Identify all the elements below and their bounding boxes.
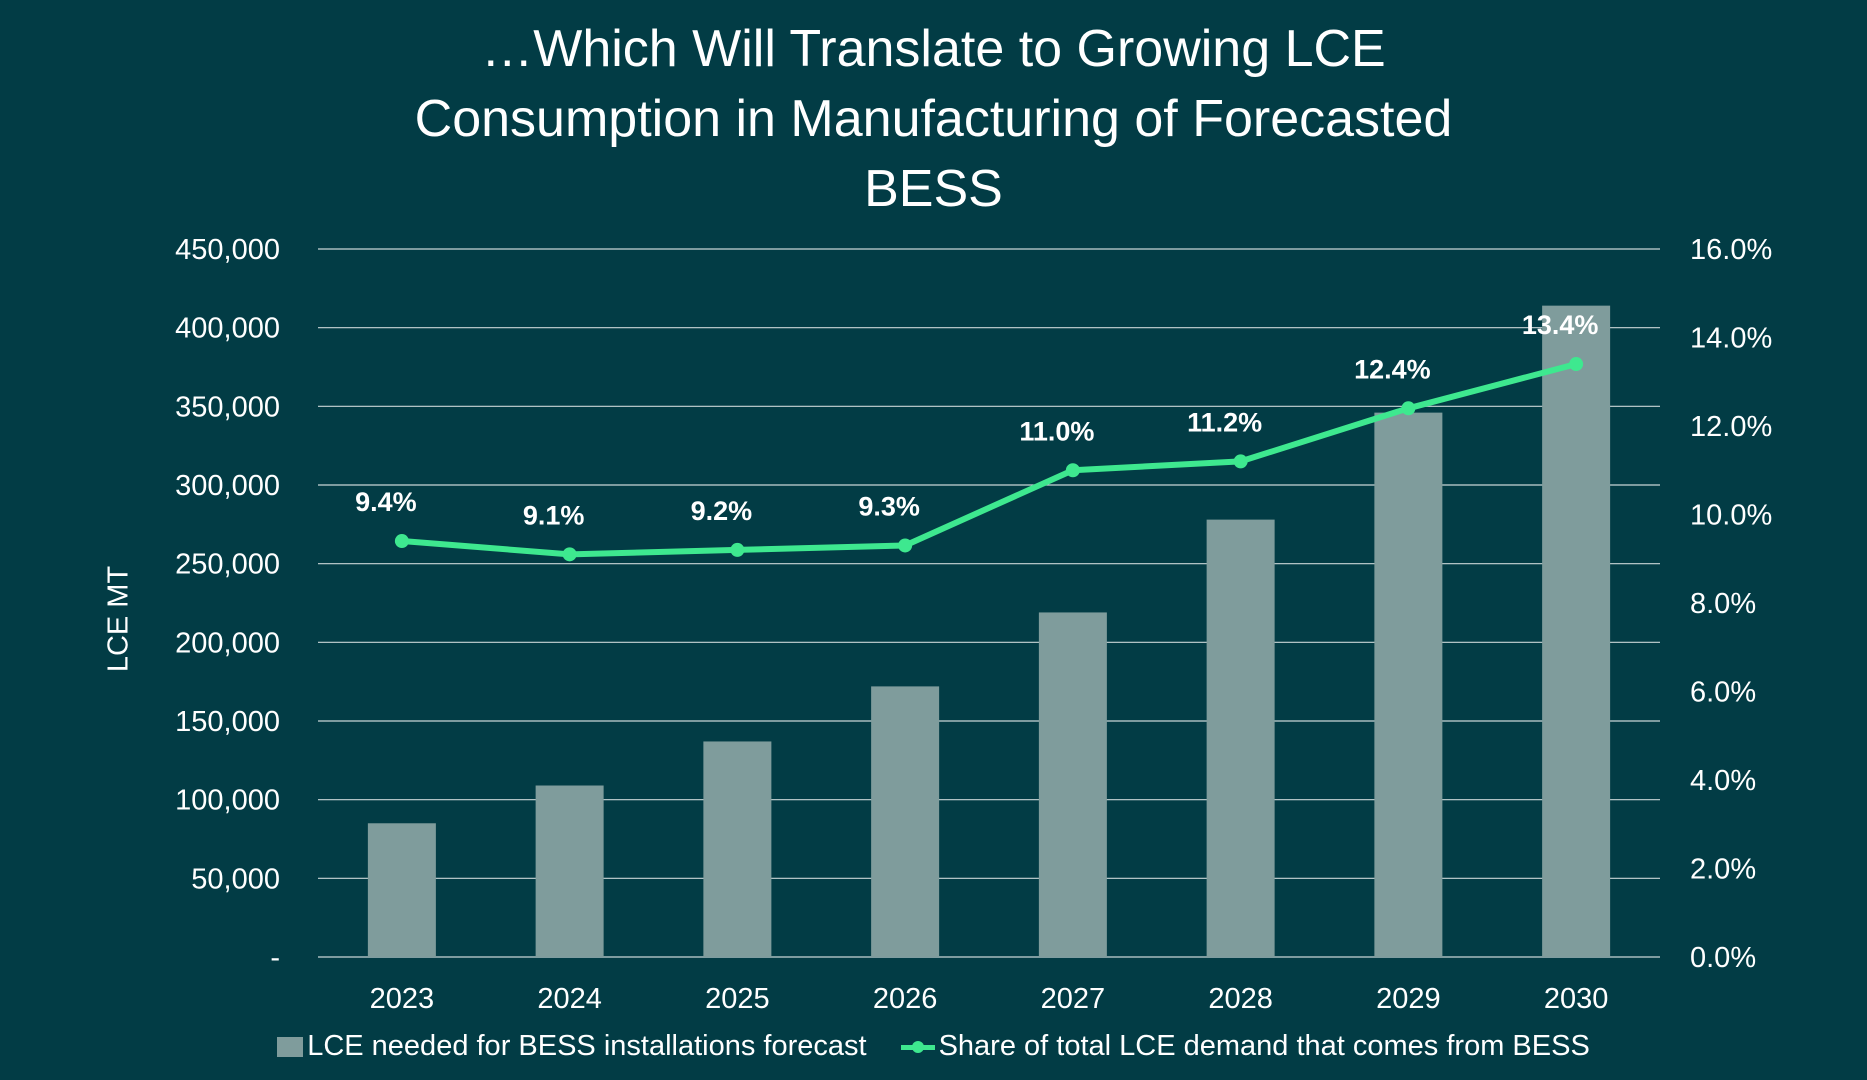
y-left-tick-label: 300,000 [175, 470, 280, 502]
x-tick-label: 2024 [537, 983, 602, 1015]
bar [1374, 412, 1443, 957]
legend-bar-swatch [277, 1036, 304, 1057]
x-tick-label: 2023 [370, 983, 435, 1015]
y-right-tick-label: 16.0% [1690, 234, 1772, 266]
bar [871, 686, 940, 957]
y-right-tick-label: 4.0% [1690, 765, 1756, 797]
y-left-tick-label: 250,000 [175, 549, 280, 581]
legend-label: LCE needed for BESS installations foreca… [307, 1030, 867, 1062]
line-point [730, 542, 745, 557]
bar [1038, 612, 1107, 957]
line-point [1569, 357, 1584, 372]
data-label: 9.3% [858, 491, 920, 521]
x-tick-label: 2025 [705, 983, 770, 1015]
bar [703, 741, 772, 957]
y-left-tick-label: 350,000 [175, 391, 280, 423]
x-tick-label: 2026 [873, 983, 938, 1015]
bar [535, 785, 604, 957]
title-line: …Which Will Translate to Growing LCE [481, 20, 1386, 78]
series-line [401, 361, 1577, 558]
y-left-tick-label: 50,000 [191, 863, 280, 895]
bar [367, 823, 436, 957]
y-right-tick-label: 0.0% [1690, 942, 1756, 974]
line-point [898, 538, 913, 553]
chart-title: …Which Will Translate to Growing LCE Con… [0, 14, 1867, 224]
title-line: Consumption in Manufacturing of Forecast… [414, 90, 1453, 148]
legend: LCE needed for BESS installations foreca… [0, 1030, 1867, 1063]
legend-item-bar: LCE needed for BESS installations foreca… [277, 1030, 867, 1063]
line-point [1065, 463, 1080, 478]
line-point [394, 534, 409, 549]
legend-label: Share of total LCE demand that comes fro… [938, 1030, 1590, 1062]
data-label: 12.4% [1354, 354, 1431, 384]
data-label: 9.4% [355, 487, 417, 517]
bar [1206, 519, 1275, 957]
y-left-tick-label: 450,000 [175, 234, 280, 266]
y-left-tick-label: - [270, 942, 280, 974]
y-right-tick-label: 2.0% [1690, 854, 1756, 886]
title-line: BESS [864, 160, 1003, 218]
x-tick-label: 2027 [1041, 983, 1106, 1015]
x-tick-label: 2029 [1376, 983, 1441, 1015]
bar [1542, 305, 1611, 957]
line-point [1401, 401, 1416, 416]
y-right-tick-label: 10.0% [1690, 500, 1772, 532]
line-point [562, 547, 577, 562]
line-point [1233, 454, 1248, 469]
y-left-tick-label: 400,000 [175, 313, 280, 345]
y-right-tick-label: 6.0% [1690, 677, 1756, 709]
y-right-tick-label: 12.0% [1690, 411, 1772, 443]
data-label: 13.4% [1522, 310, 1599, 340]
x-tick-label: 2028 [1208, 983, 1273, 1015]
data-label: 11.0% [1019, 416, 1094, 446]
y-left-tick-label: 200,000 [175, 627, 280, 659]
y-right-tick-label: 14.0% [1690, 323, 1772, 355]
data-label: 9.2% [691, 496, 753, 526]
y-left-tick-label: 100,000 [175, 785, 280, 817]
legend-item-line: Share of total LCE demand that comes fro… [900, 1030, 1590, 1063]
data-label: 9.1% [523, 500, 585, 530]
y-left-tick-label: 150,000 [175, 706, 280, 738]
x-tick-label: 2030 [1544, 983, 1609, 1015]
legend-line-swatch [900, 1037, 935, 1057]
y-right-tick-label: 8.0% [1690, 588, 1756, 620]
data-label: 11.2% [1187, 407, 1262, 437]
